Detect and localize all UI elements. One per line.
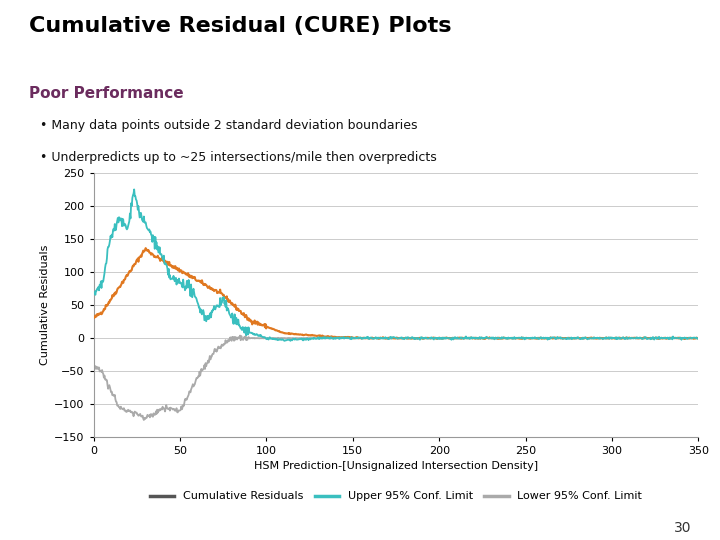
X-axis label: HSM Prediction-[Unsignalized Intersection Density]: HSM Prediction-[Unsignalized Intersectio… — [254, 461, 538, 470]
Text: Cumulative Residual (CURE) Plots: Cumulative Residual (CURE) Plots — [29, 16, 451, 36]
Text: • Underpredicts up to ~25 intersections/mile then overpredicts: • Underpredicts up to ~25 intersections/… — [40, 151, 436, 164]
Text: Poor Performance: Poor Performance — [29, 86, 184, 102]
Text: • Many data points outside 2 standard deviation boundaries: • Many data points outside 2 standard de… — [40, 119, 417, 132]
Legend: Cumulative Residuals, Upper 95% Conf. Limit, Lower 95% Conf. Limit: Cumulative Residuals, Upper 95% Conf. Li… — [145, 487, 647, 506]
Text: 30: 30 — [674, 521, 691, 535]
Y-axis label: Cumulative Residuals: Cumulative Residuals — [40, 245, 50, 365]
